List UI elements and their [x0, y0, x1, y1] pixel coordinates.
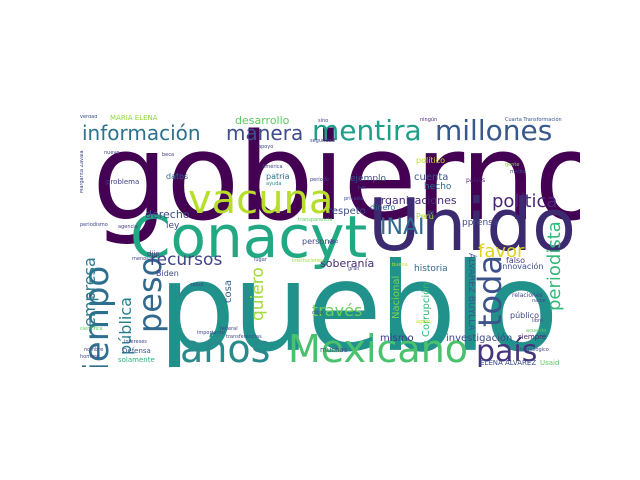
word-vacuna: vacuna	[188, 177, 334, 223]
word-small: federal	[220, 326, 238, 332]
word-small: ayuda	[266, 181, 282, 187]
word-investigacion: investigación	[446, 333, 513, 344]
word-dinero: dinero	[370, 203, 396, 212]
word-quiero: quiero	[248, 267, 268, 321]
word-soberania: soberanía	[320, 257, 375, 270]
word-millones: millones	[435, 115, 553, 147]
word-siempre: siempre	[518, 333, 547, 341]
word-small: aguas	[416, 319, 432, 325]
word-inai: INAI	[380, 215, 425, 240]
word-corrupcion: Corrupción	[421, 282, 432, 337]
word-unidos: Unidos	[368, 183, 580, 267]
word-small: sido	[328, 239, 339, 245]
word-historia: historia	[414, 264, 448, 274]
word-small: nadie	[532, 298, 546, 304]
word-small: salud	[190, 282, 204, 288]
word-recursos: recursos	[150, 250, 223, 270]
word-small: transparencia	[298, 217, 333, 223]
word-paises: países	[466, 177, 486, 184]
word-small: transferencias	[226, 334, 262, 340]
word-small: libre	[532, 318, 543, 324]
word-mentira: mentira	[312, 115, 422, 147]
word-small: Cuarta Transformación	[505, 117, 562, 123]
word-alvarez-buylla: ÁLVAREZ BUYLLA	[466, 253, 476, 331]
word-small: buena	[392, 262, 408, 268]
word-relaciones: relaciones	[512, 292, 543, 299]
word-peru: Perú	[416, 212, 434, 221]
word-defensa: Defensa	[122, 347, 151, 355]
word-small: seguridad	[310, 138, 335, 144]
word-small: nuevo	[104, 150, 120, 156]
word-small: tan	[358, 185, 367, 191]
word-dijo: dijo	[147, 250, 160, 258]
word-small: digo	[312, 310, 323, 316]
word-small: menos	[132, 256, 149, 262]
word-cuenta: cuenta	[414, 172, 449, 183]
word-empresa: empresa	[80, 257, 99, 327]
word-datos: datos	[166, 172, 189, 181]
word-small: gente	[505, 162, 520, 168]
word-small: período	[310, 177, 329, 183]
word-small: verdad	[80, 115, 98, 120]
word-organizaciones: organizaciones	[374, 194, 457, 207]
word-small: lugar	[254, 257, 267, 263]
word-small: científica	[80, 326, 103, 332]
word-politico: político	[416, 156, 446, 165]
word-periodista: periodista	[544, 221, 565, 311]
word-innovacion: innovación	[500, 262, 544, 271]
word-small: apoyo	[258, 144, 274, 150]
word-small: instituciones	[292, 258, 324, 264]
word-falso: falso	[506, 256, 526, 265]
word-small: hombre	[80, 354, 100, 360]
word-mismo: mismo	[380, 333, 414, 344]
word-gobierno: gobierno	[92, 115, 580, 248]
word-small: nombre	[84, 347, 104, 353]
word-nacional: Nacional	[391, 275, 402, 319]
word-pueblo: pueblo	[158, 237, 559, 367]
word-small: gran	[348, 266, 360, 272]
word-conacyt: Conacyt	[130, 203, 368, 271]
word-solamente: solamente	[118, 356, 155, 364]
word-traves: través	[312, 301, 363, 320]
word-biden: Biden	[156, 269, 179, 278]
word-anos: años	[180, 327, 271, 367]
word-pais: país	[476, 334, 538, 367]
word-problema: problema	[106, 178, 140, 186]
word-small: América	[262, 164, 283, 170]
word-maria-elena: MARÍA ELENA	[110, 115, 158, 122]
word-muchas: muchas	[320, 346, 348, 354]
word-publico: público	[510, 311, 539, 320]
word-usaid: Usaid	[540, 359, 560, 367]
word-persona: persona	[302, 237, 335, 246]
word-derecho: derecho	[145, 208, 190, 221]
word-mexicano: Mexicano	[288, 327, 469, 367]
word-small: ningún	[420, 117, 438, 123]
word-favor: favor	[478, 241, 525, 262]
word-small: sino	[318, 118, 329, 124]
word-politica: política	[492, 191, 558, 212]
word-small: periodismo	[80, 222, 108, 228]
word-small: tecnológico	[520, 347, 549, 353]
word-small: beca	[162, 152, 175, 158]
word-cloud: gobierno pueblo Unidos Conacyt años Mexi…	[80, 115, 580, 367]
word-cosa: cosa	[223, 280, 234, 303]
word-small: 1%	[86, 294, 94, 300]
word-small: intereses	[124, 339, 147, 345]
word-desarrollo: desarrollo	[235, 115, 290, 127]
word-manera: manera	[226, 121, 304, 145]
word-patria: patria	[266, 172, 290, 181]
word-small: Margarita Zavala	[80, 150, 85, 193]
word-ejemplo: ejemplo	[350, 174, 387, 184]
word-small: medio	[510, 169, 526, 175]
word-small: acuerdo	[526, 328, 547, 334]
word-small: importante	[197, 330, 225, 336]
word-respeto: respeto	[328, 206, 366, 217]
word-small: agencia	[118, 224, 138, 230]
word-prensa: pprensa	[462, 218, 499, 228]
word-hecho: hecho	[424, 182, 452, 192]
word-informacion: información	[82, 121, 201, 145]
word-small: privada	[344, 196, 363, 202]
word-ley: ley	[166, 221, 180, 231]
word-elena-alvarez: ELENA ÁLVAREZ	[480, 359, 537, 367]
